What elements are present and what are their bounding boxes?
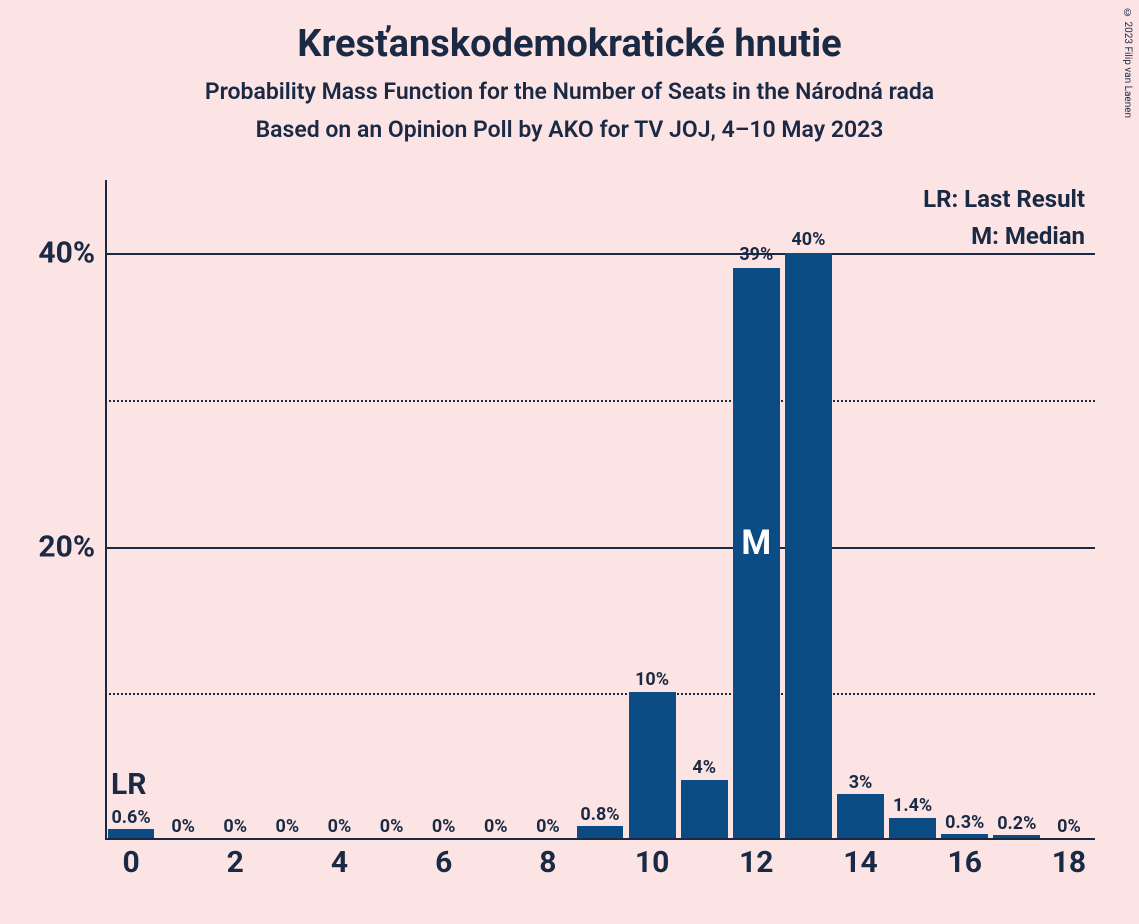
bar-value-label: 0% xyxy=(223,816,247,837)
legend-m: M: Median xyxy=(971,222,1085,250)
bar-value-label: 0.3% xyxy=(945,812,984,833)
bar-value-label: 0% xyxy=(536,816,560,837)
bar-value-label: 0% xyxy=(276,816,300,837)
x-axis-line xyxy=(105,838,1095,840)
bar xyxy=(837,794,884,838)
x-tick-label: 18 xyxy=(1052,845,1086,880)
bar-value-label: 0% xyxy=(328,816,352,837)
legend-lr: LR: Last Result xyxy=(923,185,1085,213)
plot-area: 0.6% 0% 0% 0% 0% 0% 0% 0% 0% 0.8% 10% 4% 39% 40% 3% 1.4… xyxy=(105,180,1095,840)
x-tick-label: 2 xyxy=(227,845,244,880)
median-marker: M xyxy=(741,523,771,563)
last-result-marker: LR xyxy=(111,767,146,802)
bar xyxy=(889,818,936,838)
bar xyxy=(993,835,1040,838)
gridline-minor xyxy=(105,400,1095,402)
bar xyxy=(577,826,624,838)
y-tick-label: 40% xyxy=(38,236,95,271)
bar-value-label: 0% xyxy=(484,816,508,837)
chart-title: Kresťanskodemokratické hnutie xyxy=(0,22,1139,66)
gridline-major xyxy=(105,253,1095,255)
x-tick-label: 6 xyxy=(435,845,452,880)
x-tick-label: 12 xyxy=(739,845,773,880)
copyright-label: © 2023 Filip van Laenen xyxy=(1122,8,1133,118)
bar-value-label: 40% xyxy=(791,229,825,250)
gridline-minor xyxy=(105,693,1095,695)
bar-value-label: 0% xyxy=(380,816,404,837)
gridline-major xyxy=(105,547,1095,549)
x-tick-label: 0 xyxy=(122,845,139,880)
bar-value-label: 0.6% xyxy=(111,807,150,828)
bar-value-label: 39% xyxy=(739,244,773,265)
bar-value-label: 0% xyxy=(1057,816,1081,837)
bar-value-label: 0.8% xyxy=(580,804,619,825)
x-tick-label: 16 xyxy=(948,845,982,880)
bar-value-label: 1.4% xyxy=(893,795,932,816)
bar xyxy=(629,692,676,838)
bar-value-label: 0.2% xyxy=(997,813,1036,834)
bar-value-label: 3% xyxy=(849,772,873,793)
x-tick-label: 4 xyxy=(331,845,348,880)
bar-value-label: 0% xyxy=(432,816,456,837)
chart-subtitle-2: Based on an Opinion Poll by AKO for TV J… xyxy=(0,116,1139,143)
bar xyxy=(681,780,728,838)
bar xyxy=(108,829,155,838)
chart-subtitle-1: Probability Mass Function for the Number… xyxy=(0,78,1139,105)
bar xyxy=(941,834,988,838)
y-tick-label: 20% xyxy=(38,529,95,564)
x-tick-label: 14 xyxy=(843,845,877,880)
bar-value-label: 4% xyxy=(692,757,716,778)
y-axis-line xyxy=(105,180,107,840)
bar xyxy=(785,253,832,838)
x-tick-label: 10 xyxy=(635,845,669,880)
bar-value-label: 0% xyxy=(171,816,195,837)
x-tick-label: 8 xyxy=(539,845,556,880)
bar-value-label: 10% xyxy=(635,669,669,690)
